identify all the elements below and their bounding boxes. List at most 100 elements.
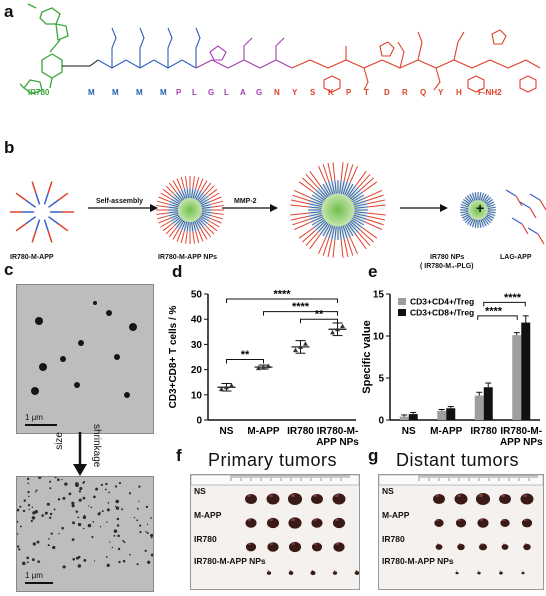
- small-nanoparticle-dot: [146, 532, 149, 535]
- np-outer-ray: [367, 199, 386, 205]
- nanoparticle-dot: [114, 354, 120, 360]
- np-inner-ray: [480, 192, 485, 201]
- small-nanoparticle-dot: [48, 516, 52, 519]
- tumor-highlight: [477, 570, 479, 571]
- np-inner-ray: [334, 226, 337, 240]
- residue-label: M: [112, 88, 119, 97]
- np-inner-ray: [195, 190, 202, 200]
- tumor-row-label: IR780-M-APP NPs: [194, 556, 266, 566]
- np-outer-ray: [156, 205, 169, 208]
- np-inner-ray: [474, 219, 477, 228]
- tumor-highlight: [501, 494, 505, 497]
- np-outer-ray: [355, 170, 367, 187]
- x-tick-label: IR780: [470, 426, 497, 437]
- np-inner-ray: [349, 220, 361, 231]
- shrinkage-arrow: [73, 432, 87, 476]
- small-nanoparticle-dot: [61, 526, 64, 530]
- tumor: [332, 493, 346, 505]
- y-tick-label: 0: [378, 416, 384, 427]
- small-nanoparticle-dot: [106, 563, 110, 568]
- np-inner-ray: [340, 226, 345, 240]
- small-nanoparticle-dot: [47, 544, 50, 547]
- np-outer-ray: [207, 222, 218, 232]
- np-outer-ray: [367, 215, 386, 221]
- small-nanoparticle-dot: [117, 547, 121, 551]
- panel-b-label: b: [4, 138, 15, 157]
- small-nanoparticle-dot: [62, 565, 66, 569]
- np-inner-ray: [479, 192, 482, 201]
- small-nanoparticle-dot: [49, 487, 52, 490]
- np-inner-ray: [310, 197, 324, 204]
- ir780-label: IR780: [28, 88, 50, 97]
- small-nanoparticle-dot: [106, 521, 108, 523]
- tumor: [521, 518, 533, 528]
- small-nanoparticle-dot: [116, 517, 120, 521]
- np-inner-ray: [354, 212, 368, 217]
- np-outer-ray: [211, 205, 224, 208]
- monomer-blue: [25, 199, 36, 208]
- small-nanoparticle-dot: [100, 483, 103, 487]
- legend-label: CD3+CD4+/Treg: [410, 297, 474, 307]
- np-outer-ray: [211, 212, 224, 215]
- assembly-schematic: [10, 162, 546, 258]
- tumor-highlight: [523, 518, 527, 521]
- np-inner-ray: [319, 223, 329, 235]
- tumor-highlight: [479, 518, 483, 521]
- distant-tumors-photo: [378, 474, 544, 590]
- tumor: [354, 571, 359, 575]
- app-peptide-chain: [291, 29, 541, 93]
- np-outer-ray: [210, 196, 222, 203]
- np-inner-ray: [467, 217, 473, 225]
- tem-image-before: 1 μm: [16, 284, 154, 434]
- tumor: [288, 571, 294, 575]
- ir780-nps-sublabel: ( IR780-M₄-PLG): [420, 263, 474, 270]
- np-outer-ray: [180, 177, 185, 189]
- tumor: [266, 517, 280, 529]
- small-nanoparticle-dot: [20, 525, 22, 528]
- small-nanoparticle-dot: [83, 516, 86, 520]
- np-inner-ray: [195, 220, 202, 230]
- bar: [474, 395, 484, 420]
- tumor: [433, 493, 445, 505]
- primary-tumors-photo: [190, 474, 360, 590]
- data-point: [298, 344, 303, 349]
- residue-label: M: [160, 88, 167, 97]
- scale-bar-line-1: [25, 424, 57, 426]
- small-nanoparticle-dot: [37, 560, 41, 564]
- small-nanoparticle-dot: [72, 521, 75, 525]
- significance-bracket: [300, 318, 338, 324]
- data-point: [261, 364, 266, 370]
- fragment-red: [537, 233, 545, 245]
- np-inner-ray: [168, 203, 179, 208]
- np-inner-ray: [484, 196, 492, 204]
- tumor: [501, 544, 509, 550]
- np-outer-ray: [359, 229, 375, 243]
- tumor-highlight: [457, 518, 461, 521]
- np-inner-ray: [345, 183, 354, 196]
- tumor-row-label: IR780: [382, 534, 405, 544]
- np-inner-ray: [464, 196, 472, 204]
- small-nanoparticle-dot: [77, 522, 82, 527]
- small-nanoparticle-dot: [150, 553, 153, 557]
- np-outer-ray: [301, 177, 317, 191]
- tumor-highlight: [480, 543, 483, 545]
- np-outer-ray: [349, 165, 358, 183]
- np-inner-ray: [342, 181, 348, 195]
- np-inner-ray: [328, 181, 334, 195]
- np-inner-ray: [460, 206, 469, 209]
- small-nanoparticle-dot: [138, 500, 140, 502]
- x-tick-label: IR780-M-: [317, 426, 359, 437]
- significance-bracket: [226, 298, 338, 304]
- panel-e-label: e: [368, 262, 378, 281]
- np-inner-ray: [461, 214, 470, 219]
- small-nanoparticle-dot: [139, 524, 142, 527]
- tumor-highlight: [502, 543, 505, 545]
- legend-swatch: [398, 298, 406, 305]
- np-inner-ray: [463, 199, 471, 205]
- np-outer-ray: [301, 229, 317, 243]
- np-inner-ray: [198, 218, 206, 226]
- tumor-highlight: [313, 518, 317, 521]
- small-nanoparticle-dot: [115, 506, 120, 510]
- np-outer-ray: [162, 188, 173, 198]
- np-inner-ray: [354, 211, 368, 214]
